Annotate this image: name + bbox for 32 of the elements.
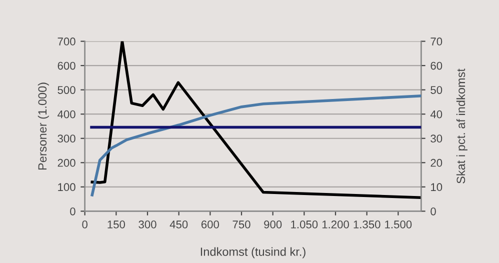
x-tick-label: 600: [201, 220, 220, 228]
y-tick-label: 200: [58, 158, 76, 167]
y-tick-label: 600: [58, 62, 76, 70]
x-tick-label: 150: [108, 220, 125, 228]
line-series: [90, 41, 422, 199]
y2-tick-label: 30: [430, 134, 442, 143]
y-tick-label: 100: [58, 183, 76, 192]
y-axis-title: Personer (1.000): [38, 82, 49, 170]
x-tick-label: 1.050: [291, 220, 318, 228]
x-tick-label: 1.200: [322, 220, 349, 228]
y-tick-label: 0: [70, 207, 76, 216]
y-tick-label: 700: [58, 38, 76, 46]
y2-axis-title: Skat i pct. af indkomst: [456, 68, 468, 184]
y2-tick-label: 70: [430, 38, 442, 46]
x-tick-label: 1.500: [385, 220, 412, 228]
y2-tick-label: 60: [430, 62, 442, 70]
y2-tick-label: 0: [430, 207, 436, 216]
x-tick-label: 300: [138, 220, 156, 228]
y2-tick-label: 10: [431, 183, 442, 192]
y2-tick-label: 50: [430, 86, 442, 94]
y-tick-label: 400: [58, 110, 76, 118]
line-series: [90, 94, 422, 196]
y-tick-label: 300: [58, 134, 76, 143]
x-tick-label: 450: [170, 220, 188, 228]
x-tick-label: 900: [264, 220, 282, 228]
x-tick-label: 1.350: [354, 220, 380, 228]
y2-tick-label: 20: [430, 158, 442, 167]
x-tick-label: 750: [232, 220, 250, 228]
x-axis-title: Indkomst (tusind kr.): [200, 247, 306, 258]
x-tick-label: 0: [82, 220, 88, 228]
y2-tick-label: 40: [430, 110, 442, 118]
y-tick-label: 500: [58, 86, 76, 94]
